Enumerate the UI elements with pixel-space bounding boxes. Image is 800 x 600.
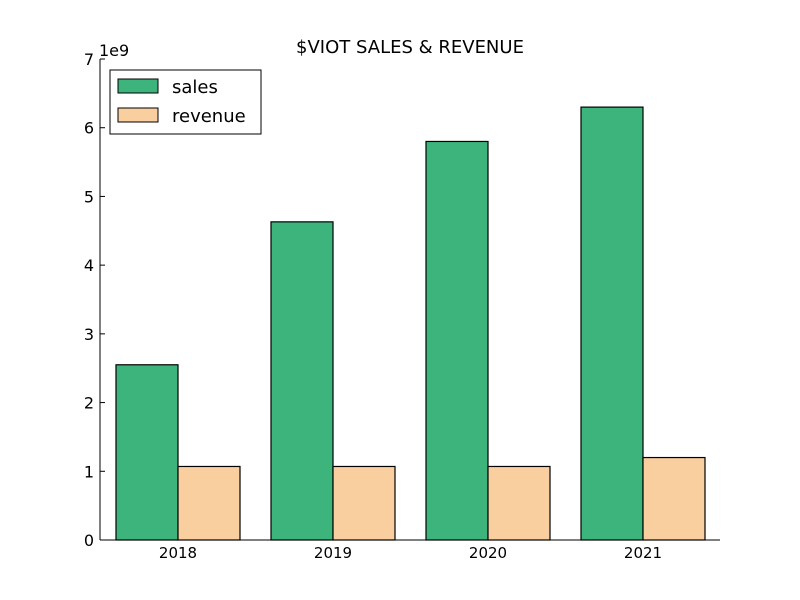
legend-swatch-sales — [117, 78, 159, 94]
y-tick-label: 4 — [84, 256, 94, 275]
bar-sales-2021 — [580, 106, 644, 541]
x-tick-label: 2019 — [314, 544, 352, 562]
chart-title: $VIOT SALES & REVENUE — [296, 37, 524, 58]
bar-sales-2020 — [425, 140, 489, 541]
y-offset-label: 1e9 — [99, 41, 129, 60]
y-tick-label: 2 — [84, 394, 94, 413]
bars-group — [115, 106, 706, 541]
legend: sales revenue — [109, 69, 262, 135]
legend-label-revenue: revenue — [172, 106, 246, 127]
y-tick-label: 7 — [84, 50, 94, 69]
y-tick-label: 5 — [84, 187, 94, 206]
x-tick-label: 2018 — [159, 544, 197, 562]
axes-group: 0 1 2 3 4 5 6 7 2018 2019 2020 2021 — [84, 50, 720, 562]
y-tick-label: 0 — [84, 531, 94, 550]
y-tick-label: 6 — [84, 119, 94, 138]
y-tick-label: 3 — [84, 325, 94, 344]
x-tick-label: 2021 — [624, 544, 662, 562]
bar-revenue-2020 — [487, 465, 551, 541]
legend-label-sales: sales — [172, 77, 218, 98]
bar-revenue-2018 — [177, 465, 241, 541]
y-tick-label: 1 — [84, 462, 94, 481]
bar-sales-2018 — [115, 364, 179, 541]
bar-sales-2019 — [270, 221, 334, 541]
bar-revenue-2021 — [642, 456, 706, 541]
x-tick-label: 2020 — [469, 544, 507, 562]
bar-revenue-2019 — [332, 465, 396, 541]
legend-swatch-revenue — [117, 107, 159, 123]
